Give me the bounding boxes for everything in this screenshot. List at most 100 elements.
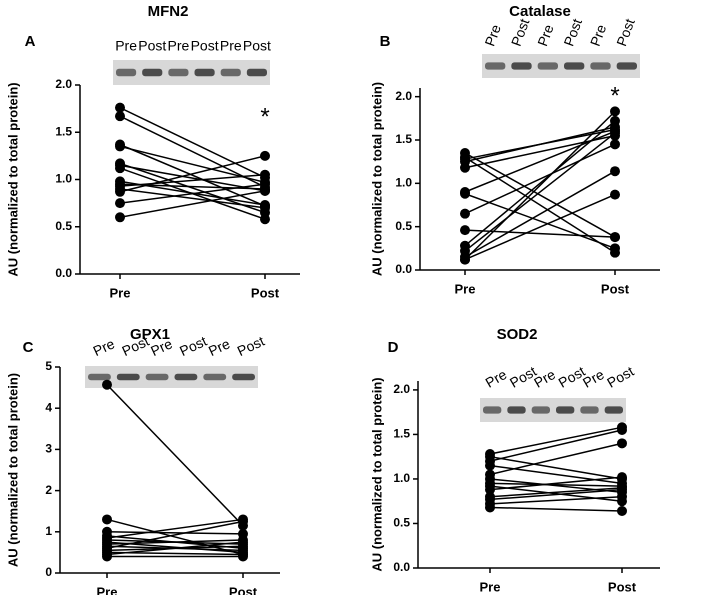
y-tick-label: 2 (45, 483, 52, 497)
subject-line (119, 190, 266, 219)
subject-line (119, 174, 266, 187)
x-tick-label: Pre (480, 579, 501, 594)
y-tick-label: 3 (45, 442, 52, 456)
subject-line (464, 156, 616, 254)
blot-band (537, 62, 558, 70)
lane-label: Pre (483, 366, 510, 391)
data-point (238, 551, 248, 562)
data-point (115, 141, 125, 152)
y-tick-label: 2.0 (393, 382, 410, 396)
data-point (610, 124, 620, 135)
lane-label: Pre (481, 22, 504, 48)
subject-line (119, 115, 266, 188)
blot-band (485, 62, 506, 70)
subject-line (489, 506, 623, 512)
blot-band (88, 373, 111, 381)
data-point (617, 438, 627, 449)
data-point (617, 424, 627, 435)
data-point (485, 484, 495, 495)
blot-band (564, 62, 585, 70)
data-point (460, 154, 470, 165)
subject-line (106, 518, 244, 556)
lane-label: Pre (580, 366, 607, 391)
subject-line (489, 488, 623, 501)
data-point (610, 232, 620, 243)
y-axis-label: AU (normalized to total protein) (369, 82, 384, 276)
blot-band (203, 373, 227, 381)
data-point (115, 186, 125, 197)
panel-label: D (388, 339, 399, 356)
subject-line (489, 482, 623, 487)
y-tick-label: 4 (45, 400, 52, 414)
lane-label: Pre (220, 38, 242, 54)
y-tick-label: 1.0 (55, 172, 72, 186)
data-point (610, 243, 620, 254)
blot-band (246, 68, 267, 77)
blot-band (580, 406, 599, 414)
blot-band (232, 373, 255, 381)
x-tick-label: Pre (455, 281, 476, 296)
blot-band (483, 406, 502, 414)
subject-line (106, 520, 244, 550)
data-point (115, 111, 125, 122)
significance-marker: * (260, 103, 269, 130)
lane-label: Pre (90, 335, 117, 359)
y-tick-label: 1.5 (395, 132, 412, 146)
subject-line (464, 132, 616, 252)
blot-image (480, 398, 626, 422)
y-axis-label: AU (normalized to total protein) (5, 82, 20, 276)
y-tick-label: 1.0 (393, 471, 410, 485)
data-point (617, 491, 627, 502)
subject-line (106, 531, 244, 535)
lane-label: Post (235, 333, 267, 359)
lane-label: Pre (115, 38, 137, 54)
data-point (260, 169, 270, 180)
blot-band (616, 62, 637, 70)
subject-line (489, 455, 623, 480)
y-tick-label: 0.5 (395, 219, 412, 233)
blot-band (511, 62, 532, 70)
data-point (260, 185, 270, 196)
blot-band (531, 406, 550, 414)
subject-line (119, 183, 266, 190)
subject-line (106, 384, 244, 527)
y-tick-label: 2.0 (395, 89, 412, 103)
lane-label: Pre (587, 22, 610, 48)
subject-line (464, 152, 616, 238)
data-point (115, 212, 125, 223)
subject-line (464, 193, 616, 261)
blot-band (220, 68, 241, 77)
data-point (460, 254, 470, 265)
data-point (485, 502, 495, 513)
blot-image (482, 54, 640, 78)
subject-line (119, 188, 266, 209)
data-point (260, 150, 270, 161)
data-point (115, 198, 125, 209)
data-point (460, 225, 470, 236)
blot-band (174, 373, 198, 381)
blot-band (507, 406, 526, 414)
data-point (260, 214, 270, 225)
lane-label: Post (508, 16, 533, 48)
data-point (610, 115, 620, 126)
subject-line (464, 110, 616, 261)
lane-label: Pre (206, 335, 233, 359)
subject-line (489, 476, 623, 491)
data-point (102, 551, 112, 562)
lane-label: Pre (534, 22, 557, 48)
panel-title: SOD2 (497, 326, 538, 343)
subject-line (464, 193, 616, 250)
data-point (102, 514, 112, 525)
lane-label: Post (604, 363, 636, 391)
y-tick-label: 0.5 (393, 516, 410, 530)
x-tick-label: Post (251, 285, 280, 300)
lane-label: Post (243, 38, 271, 54)
y-tick-label: 0 (45, 565, 52, 579)
blot-band (604, 406, 623, 414)
data-point (102, 379, 112, 390)
y-tick-label: 2.0 (55, 77, 72, 91)
y-tick-label: 0.0 (393, 560, 410, 574)
data-point (610, 189, 620, 200)
data-point (238, 516, 248, 527)
lane-label: Post (191, 38, 219, 54)
